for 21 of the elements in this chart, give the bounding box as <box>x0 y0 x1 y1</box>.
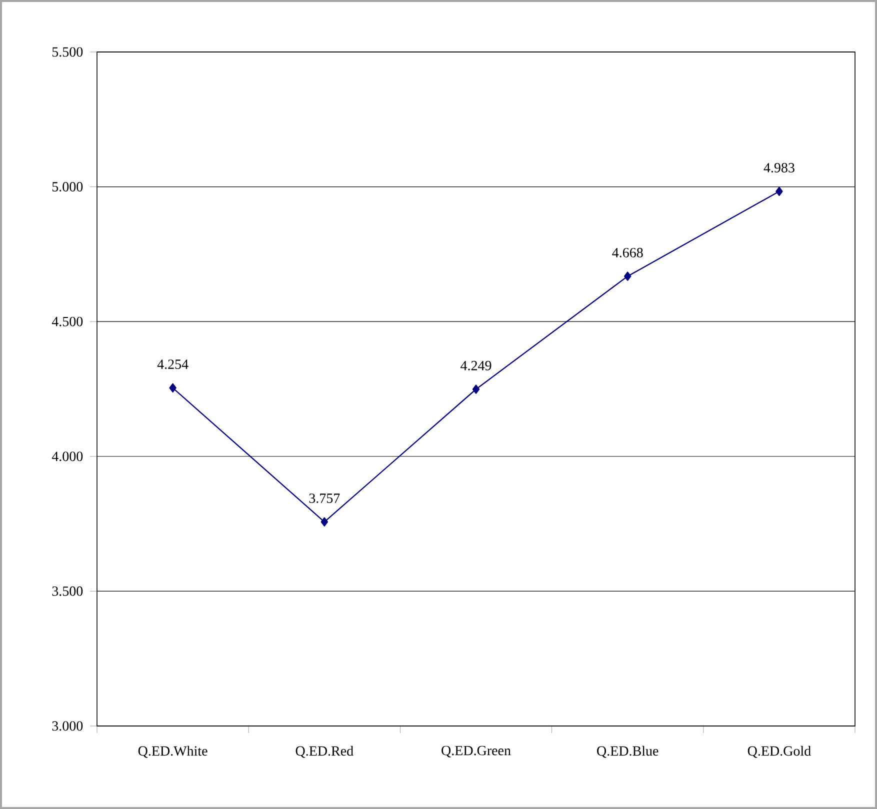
x-tick-label: Q.ED.White <box>138 746 208 758</box>
y-tick-label: 5.000 <box>52 182 83 192</box>
data-label: 3.757 <box>309 494 340 504</box>
y-tick-label: 3.500 <box>52 586 83 596</box>
y-tick-label: 5.500 <box>52 47 83 57</box>
y-tick-label: 3.000 <box>52 721 83 731</box>
data-label: 4.249 <box>460 360 492 370</box>
data-label: 4.983 <box>764 162 794 173</box>
data-label: 4.668 <box>612 248 643 258</box>
y-tick-label: 4.000 <box>52 452 83 462</box>
x-tick-label: Q.ED.Red <box>296 746 354 758</box>
point <box>320 517 328 526</box>
x-tick-label: Q.ED.Blue <box>597 746 658 758</box>
point <box>624 272 632 281</box>
point <box>776 186 783 196</box>
point <box>169 383 176 393</box>
x-tick-label: Q.ED.Gold <box>748 746 811 758</box>
y-tick-label: 4.500 <box>52 316 83 326</box>
data-label: 4.254 <box>157 360 188 370</box>
point <box>472 384 480 394</box>
x-tick-label: Q.ED.Green <box>442 746 511 758</box>
